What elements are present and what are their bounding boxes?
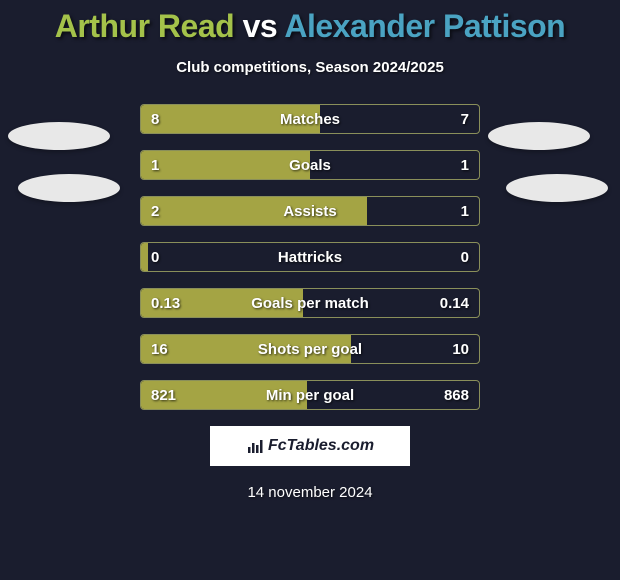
stat-label: Shots per goal — [141, 335, 479, 363]
stat-value-right: 868 — [444, 381, 469, 409]
player1-name: Arthur Read — [55, 8, 234, 44]
brand-badge: FcTables.com — [210, 426, 410, 466]
avatar-oval — [506, 174, 608, 202]
brand-icon — [246, 437, 264, 455]
page-title: Arthur Read vs Alexander Pattison — [0, 0, 620, 45]
stat-value-right: 7 — [461, 105, 469, 133]
stat-row: 0.13Goals per match0.14 — [140, 288, 480, 318]
stat-row: 16Shots per goal10 — [140, 334, 480, 364]
stat-row: 2Assists1 — [140, 196, 480, 226]
stat-label: Goals per match — [141, 289, 479, 317]
stats-rail: 8Matches71Goals12Assists10Hattricks00.13… — [140, 104, 480, 410]
avatar-oval — [18, 174, 120, 202]
vs-text: vs — [243, 8, 278, 44]
stat-value-right: 0 — [461, 243, 469, 271]
stat-label: Assists — [141, 197, 479, 225]
stat-row: 1Goals1 — [140, 150, 480, 180]
brand-text: FcTables.com — [268, 437, 374, 455]
stat-label: Hattricks — [141, 243, 479, 271]
avatar-oval — [8, 122, 110, 150]
stat-label: Matches — [141, 105, 479, 133]
player2-name: Alexander Pattison — [284, 8, 565, 44]
stat-row: 8Matches7 — [140, 104, 480, 134]
subtitle: Club competitions, Season 2024/2025 — [0, 59, 620, 76]
stat-label: Min per goal — [141, 381, 479, 409]
stat-label: Goals — [141, 151, 479, 179]
stat-value-right: 10 — [452, 335, 469, 363]
stat-row: 0Hattricks0 — [140, 242, 480, 272]
stat-value-right: 0.14 — [440, 289, 469, 317]
date-text: 14 november 2024 — [0, 484, 620, 501]
stat-value-right: 1 — [461, 197, 469, 225]
stat-row: 821Min per goal868 — [140, 380, 480, 410]
stat-value-right: 1 — [461, 151, 469, 179]
avatar-oval — [488, 122, 590, 150]
